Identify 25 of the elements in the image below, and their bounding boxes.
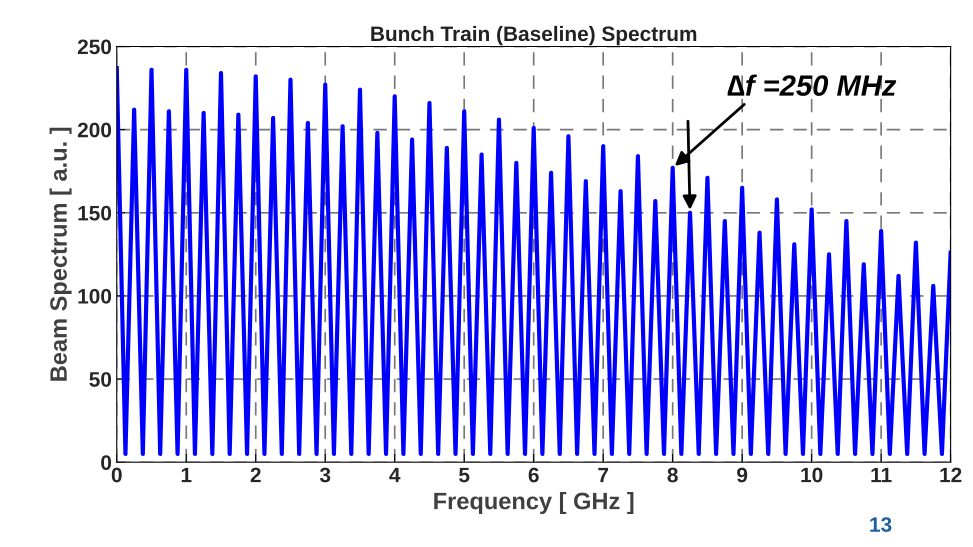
y-tick-label: 50 — [89, 372, 112, 387]
x-tick-label: 0 — [112, 468, 122, 482]
y-tick-label: 200 — [78, 122, 112, 138]
text: 13 — [870, 517, 892, 532]
y-tick-label: 0 — [101, 455, 112, 470]
annotation: ∆f =250 MHz — [728, 74, 896, 96]
line-series — [116, 66, 951, 456]
x-tick-label: 2 — [250, 468, 261, 482]
y-tick-label: 250 — [78, 39, 112, 54]
y-tick-label: 100 — [78, 288, 112, 304]
y-axis-title: Beam Spectrum [ a.u. ] — [50, 128, 72, 381]
x-tick-label: 4 — [389, 468, 400, 482]
x-tick-label: 3 — [320, 468, 330, 482]
x-tick-label: 8 — [668, 468, 678, 482]
y-tick-label: 150 — [78, 206, 112, 221]
x-tick-label: 7 — [598, 468, 608, 482]
x-tick-label: 11 — [871, 468, 892, 482]
x-tick-label: 6 — [528, 468, 539, 482]
chart-title: Bunch Train (Baseline) Spectrum — [371, 26, 696, 46]
x-tick-label: 9 — [737, 468, 748, 482]
x-axis-title: Frequency [ GHz ] — [434, 492, 634, 514]
x-tick-label: 12 — [940, 468, 962, 482]
x-tick-label: 5 — [459, 468, 470, 482]
x-tick-label: 1 — [182, 468, 192, 482]
x-tick-label: 10 — [801, 468, 822, 482]
